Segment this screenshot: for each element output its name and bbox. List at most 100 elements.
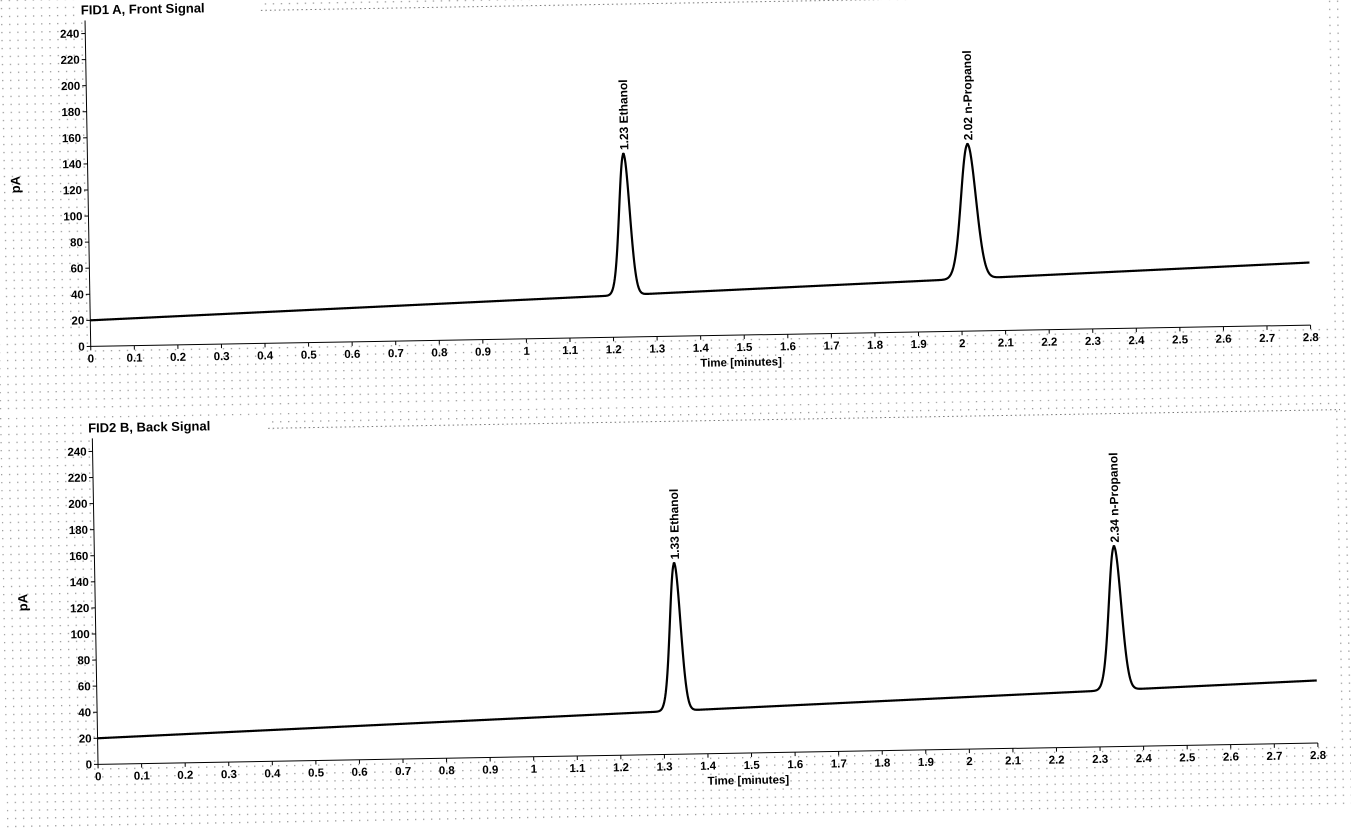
x-tick-label: 0.2 <box>177 770 193 782</box>
x-tick-label: 0.7 <box>388 348 404 360</box>
x-tick-label: 2.1 <box>998 337 1015 349</box>
x-tick-label: 0.8 <box>439 765 456 777</box>
y-tick-label: 220 <box>68 473 87 485</box>
front-signal-chart: FID1 A, Front Signal02040608010012014016… <box>0 0 1351 411</box>
x-tick-label: 2.7 <box>1259 333 1275 345</box>
y-tick-label: 100 <box>63 211 82 223</box>
y-axis-label: pA <box>8 175 23 193</box>
x-tick-label: 0.3 <box>214 351 230 363</box>
y-tick-label: 40 <box>78 707 91 719</box>
x-tick-label: 0.6 <box>344 349 360 361</box>
y-tick-label: 60 <box>78 681 91 693</box>
y-tick-label: 160 <box>69 551 88 563</box>
y-tick-label: 100 <box>70 629 89 641</box>
x-tick-label: 0.5 <box>308 767 325 779</box>
x-tick-label: 1.8 <box>874 758 891 770</box>
y-tick-label: 0 <box>86 759 93 771</box>
x-tick-label: 1.5 <box>736 342 753 354</box>
x-tick-label: 1.1 <box>569 763 586 775</box>
x-tick-label: 2.2 <box>1041 337 1057 349</box>
y-tick-label: 180 <box>69 525 88 537</box>
x-tick-label: 0 <box>88 353 95 365</box>
x-tick-label: 1.3 <box>656 761 672 773</box>
x-tick-label: 1.7 <box>831 758 847 770</box>
x-tick-label: 1.1 <box>562 345 579 357</box>
x-tick-label: 2 <box>966 756 973 768</box>
x-tick-label: 2.4 <box>1136 753 1153 765</box>
peak-label: 2.34 n-Propanol <box>1106 452 1122 542</box>
back-signal-chart: FID2 B, Back Signal020406080100120140160… <box>0 394 1351 828</box>
y-tick-label: 80 <box>77 655 90 667</box>
x-tick-label: 2.8 <box>1303 332 1320 344</box>
peak-apex-point <box>965 142 969 146</box>
signal-trace <box>96 545 1318 740</box>
x-tick-label: 1.2 <box>613 762 629 774</box>
plot-background <box>84 0 1331 347</box>
x-tick-label: 0.1 <box>134 770 151 782</box>
title-background <box>74 0 260 20</box>
x-tick-label: 2.6 <box>1216 333 1232 345</box>
x-tick-label: 1.3 <box>649 343 665 355</box>
x-tick-label: 1 <box>523 346 530 358</box>
x-tick-label: 2.4 <box>1128 335 1145 347</box>
y-tick-label: 40 <box>71 289 84 301</box>
title-rule <box>268 409 1341 429</box>
x-tick-label: 0.9 <box>475 346 491 358</box>
y-tick-label: 180 <box>61 107 80 119</box>
x-tick-label: 1.6 <box>787 759 803 771</box>
x-tick-label: 1 <box>531 764 538 776</box>
x-tick-label: 1.6 <box>780 341 796 353</box>
peak-label: 1.33 Ethanol <box>667 489 682 560</box>
x-tick-label: 2.1 <box>1005 755 1022 767</box>
peak-apex-point <box>672 561 676 565</box>
x-tick-label: 2.2 <box>1049 754 1065 766</box>
y-tick-label: 20 <box>79 733 92 745</box>
y-axis-line <box>91 438 99 765</box>
y-tick-label: 0 <box>78 342 85 354</box>
x-tick-label: 1.9 <box>918 757 934 769</box>
x-tick-label: 1.5 <box>744 760 761 772</box>
x-tick-label: 0.6 <box>352 767 368 779</box>
x-tick-label: 2.3 <box>1085 336 1101 348</box>
x-tick-label: 1.8 <box>867 340 884 352</box>
y-tick-label: 200 <box>61 81 80 93</box>
y-tick-label: 80 <box>70 237 83 249</box>
peak-label: 2.02 n-Propanol <box>960 50 976 140</box>
x-tick-label: 1.9 <box>911 339 927 351</box>
y-tick-label: 140 <box>62 159 81 171</box>
y-tick-label: 20 <box>71 315 84 327</box>
x-axis-label: Time [minutes] <box>700 356 782 369</box>
y-tick-label: 140 <box>70 577 89 589</box>
x-tick-label: 2.5 <box>1172 334 1189 346</box>
y-tick-label: 220 <box>60 55 79 67</box>
x-tick-label: 1.7 <box>823 340 839 352</box>
x-axis-label: Time [minutes] <box>708 774 790 787</box>
x-tick-label: 0.8 <box>431 347 448 359</box>
x-tick-label: 2.7 <box>1266 751 1282 763</box>
title-background <box>82 416 268 438</box>
plot-background <box>92 410 1338 765</box>
signal-trace <box>89 143 1311 322</box>
y-tick-label: 200 <box>68 499 87 511</box>
peak-label: 1.23 Ethanol <box>616 79 631 150</box>
y-tick-label: 120 <box>63 185 82 197</box>
x-tick-label: 0.3 <box>221 769 237 781</box>
y-tick-label: 240 <box>67 447 86 459</box>
x-tick-label: 1.4 <box>693 343 710 355</box>
x-tick-label: 0 <box>95 771 102 783</box>
x-tick-label: 2.8 <box>1310 750 1327 762</box>
x-tick-label: 2.3 <box>1092 754 1108 766</box>
x-tick-label: 0.2 <box>170 352 186 364</box>
x-tick-label: 0.4 <box>264 768 281 780</box>
peak-apex-point <box>621 152 625 156</box>
y-tick-label: 160 <box>62 133 81 145</box>
y-axis-label: pA <box>15 593 30 611</box>
x-tick-label: 2.5 <box>1179 752 1196 764</box>
peak-apex-point <box>1112 545 1116 549</box>
title-rule <box>260 0 1333 11</box>
x-tick-label: 1.2 <box>606 344 622 356</box>
y-tick-label: 60 <box>70 263 83 275</box>
x-tick-label: 0.5 <box>301 349 318 361</box>
y-tick-label: 120 <box>70 603 89 615</box>
